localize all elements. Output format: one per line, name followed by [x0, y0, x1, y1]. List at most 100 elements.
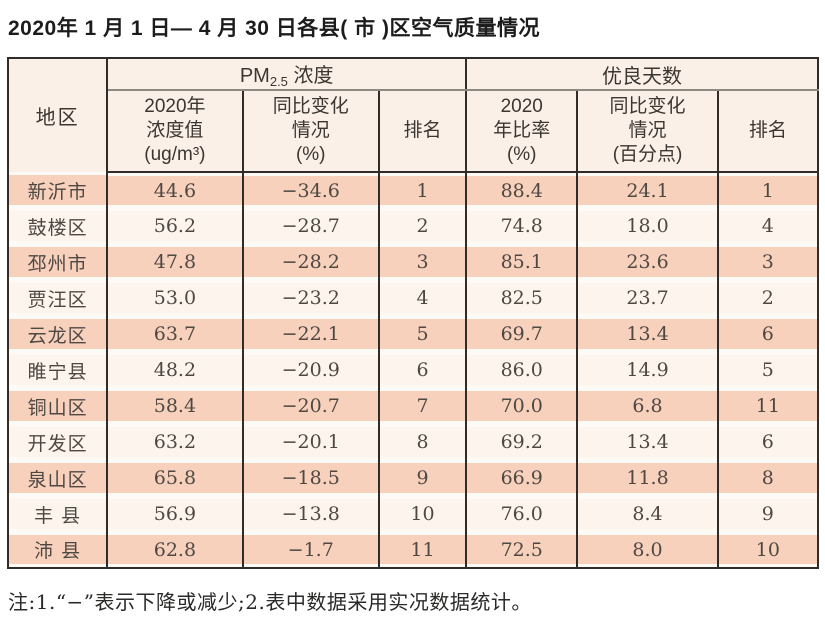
days-rate-cell: 70.0	[465, 388, 579, 424]
pm-change-cell: −20.1	[241, 424, 380, 460]
pm-value-cell: 58.4	[106, 388, 244, 424]
days-rank-cell: 11	[716, 388, 820, 424]
pm-change-cell: −1.7	[241, 532, 380, 568]
header-pm-rank: 排名	[377, 90, 468, 173]
region-cell: 鼓楼区	[6, 208, 109, 244]
table-row: 沛 县 62.8 −1.7 11 72.5 8.0 10	[6, 532, 820, 568]
days-rate-cell: 88.4	[465, 172, 579, 208]
days-change-cell: 18.0	[576, 208, 719, 244]
days-rate-cell: 76.0	[465, 496, 579, 532]
table-row: 开发区 63.2 −20.1 8 69.2 13.4 6	[6, 424, 820, 460]
pm-label-subscript: 2.5	[269, 74, 288, 89]
pm-rank-cell: 10	[377, 496, 468, 532]
pm-rank-cell: 9	[377, 460, 468, 496]
days-rate-cell: 74.8	[465, 208, 579, 244]
header-group-good-days: 优良天数	[465, 58, 819, 91]
pm-change-cell: −20.9	[241, 352, 380, 388]
table-row: 新沂市 44.6 −34.6 1 88.4 24.1 1	[6, 172, 820, 208]
region-cell: 邳州市	[6, 244, 109, 280]
pm-value-cell: 65.8	[106, 460, 244, 496]
days-rate-cell: 72.5	[465, 532, 579, 568]
days-rank-cell: 1	[716, 172, 820, 208]
region-cell: 沛 县	[6, 532, 109, 568]
header-pm-change: 同比变化 情况 (%)	[241, 90, 380, 173]
pm-rank-cell: 7	[377, 388, 468, 424]
region-cell: 云龙区	[6, 316, 109, 352]
pm-rank-cell: 1	[377, 172, 468, 208]
days-rank-cell: 3	[716, 244, 820, 280]
region-cell: 铜山区	[6, 388, 109, 424]
days-rank-cell: 4	[716, 208, 820, 244]
days-rate-cell: 85.1	[465, 244, 579, 280]
table-row: 鼓楼区 56.2 −28.7 2 74.8 18.0 4	[6, 208, 820, 244]
days-rate-cell: 66.9	[465, 460, 579, 496]
days-rank-cell: 5	[716, 352, 820, 388]
days-rate-cell: 69.2	[465, 424, 579, 460]
pm-label-suffix: 浓度	[287, 65, 334, 87]
header-days-change: 同比变化 情况 (百分点)	[576, 90, 719, 173]
header-days-rate: 2020 年比率 (%)	[465, 90, 579, 173]
table-body: 新沂市 44.6 −34.6 1 88.4 24.1 1 鼓楼区 56.2 −28.7 2 74.8 1…	[6, 172, 820, 568]
pm-rank-cell: 3	[377, 244, 468, 280]
pm-rank-cell: 5	[377, 316, 468, 352]
table-row: 丰 县 56.9 −13.8 10 76.0 8.4 9	[6, 496, 820, 532]
days-rank-cell: 6	[716, 316, 820, 352]
pm-rank-cell: 6	[377, 352, 468, 388]
region-cell: 丰 县	[6, 496, 109, 532]
pm-value-cell: 56.9	[106, 496, 244, 532]
region-cell: 睢宁县	[6, 352, 109, 388]
pm-change-cell: −28.7	[241, 208, 380, 244]
region-cell: 开发区	[6, 424, 109, 460]
pm-value-cell: 48.2	[106, 352, 244, 388]
days-rate-cell: 69.7	[465, 316, 579, 352]
header-days-rank: 排名	[716, 90, 820, 173]
pm-change-cell: −13.8	[241, 496, 380, 532]
pm-change-cell: −22.1	[241, 316, 380, 352]
table-row: 邳州市 47.8 −28.2 3 85.1 23.6 3	[6, 244, 820, 280]
header-group-row: 地区 PM2.5 浓度 优良天数	[6, 58, 819, 172]
days-change-cell: 11.8	[576, 460, 719, 496]
pm-value-cell: 47.8	[106, 244, 244, 280]
table-row: 贾汪区 53.0 −23.2 4 82.5 23.7 2	[6, 280, 820, 316]
days-rank-cell: 10	[716, 532, 820, 568]
page-title: 2020年 1 月 1 日— 4 月 30 日各县( 市 )区空气质量情况	[8, 17, 540, 40]
region-cell: 贾汪区	[6, 280, 109, 316]
days-rank-cell: 2	[716, 280, 820, 316]
pm-value-cell: 62.8	[106, 532, 244, 568]
header-region: 地区	[6, 58, 109, 172]
header-pm-value: 2020年 浓度值 (ug/m³)	[106, 90, 244, 173]
table-row: 云龙区 63.7 −22.1 5 69.7 13.4 6	[6, 316, 820, 352]
pm-value-cell: 63.2	[106, 424, 244, 460]
pm-rank-cell: 11	[377, 532, 468, 568]
days-change-cell: 13.4	[576, 316, 719, 352]
days-change-cell: 13.4	[576, 424, 719, 460]
days-rank-cell: 6	[716, 424, 820, 460]
table-row: 睢宁县 48.2 −20.9 6 86.0 14.9 5	[6, 352, 820, 388]
table-row: 泉山区 65.8 −18.5 9 66.9 11.8 8	[6, 460, 820, 496]
pm-value-cell: 53.0	[106, 280, 244, 316]
days-change-cell: 6.8	[576, 388, 719, 424]
days-rank-cell: 8	[716, 460, 820, 496]
pm-label-prefix: PM	[239, 65, 270, 87]
pm-change-cell: −34.6	[241, 172, 380, 208]
air-quality-table: 地区 PM2.5 浓度 优良天数 2020年 浓度值 (ug/m³) 同比变化 …	[6, 57, 820, 569]
days-change-cell: 24.1	[576, 172, 719, 208]
days-change-cell: 14.9	[576, 352, 719, 388]
days-change-cell: 8.4	[576, 496, 719, 532]
pm-value-cell: 44.6	[106, 172, 244, 208]
pm-change-cell: −28.2	[241, 244, 380, 280]
region-cell: 新沂市	[6, 172, 109, 208]
table-row: 铜山区 58.4 −20.7 7 70.0 6.8 11	[6, 388, 820, 424]
days-change-cell: 23.6	[576, 244, 719, 280]
days-rate-cell: 86.0	[465, 352, 579, 388]
pm-change-cell: −20.7	[241, 388, 380, 424]
pm-rank-cell: 8	[377, 424, 468, 460]
pm-value-cell: 63.7	[106, 316, 244, 352]
pm-rank-cell: 2	[377, 208, 468, 244]
pm-change-cell: −23.2	[241, 280, 380, 316]
region-cell: 泉山区	[6, 460, 109, 496]
pm-value-cell: 56.2	[106, 208, 244, 244]
days-rate-cell: 82.5	[465, 280, 579, 316]
header-group-pm25: PM2.5 浓度	[106, 58, 468, 91]
